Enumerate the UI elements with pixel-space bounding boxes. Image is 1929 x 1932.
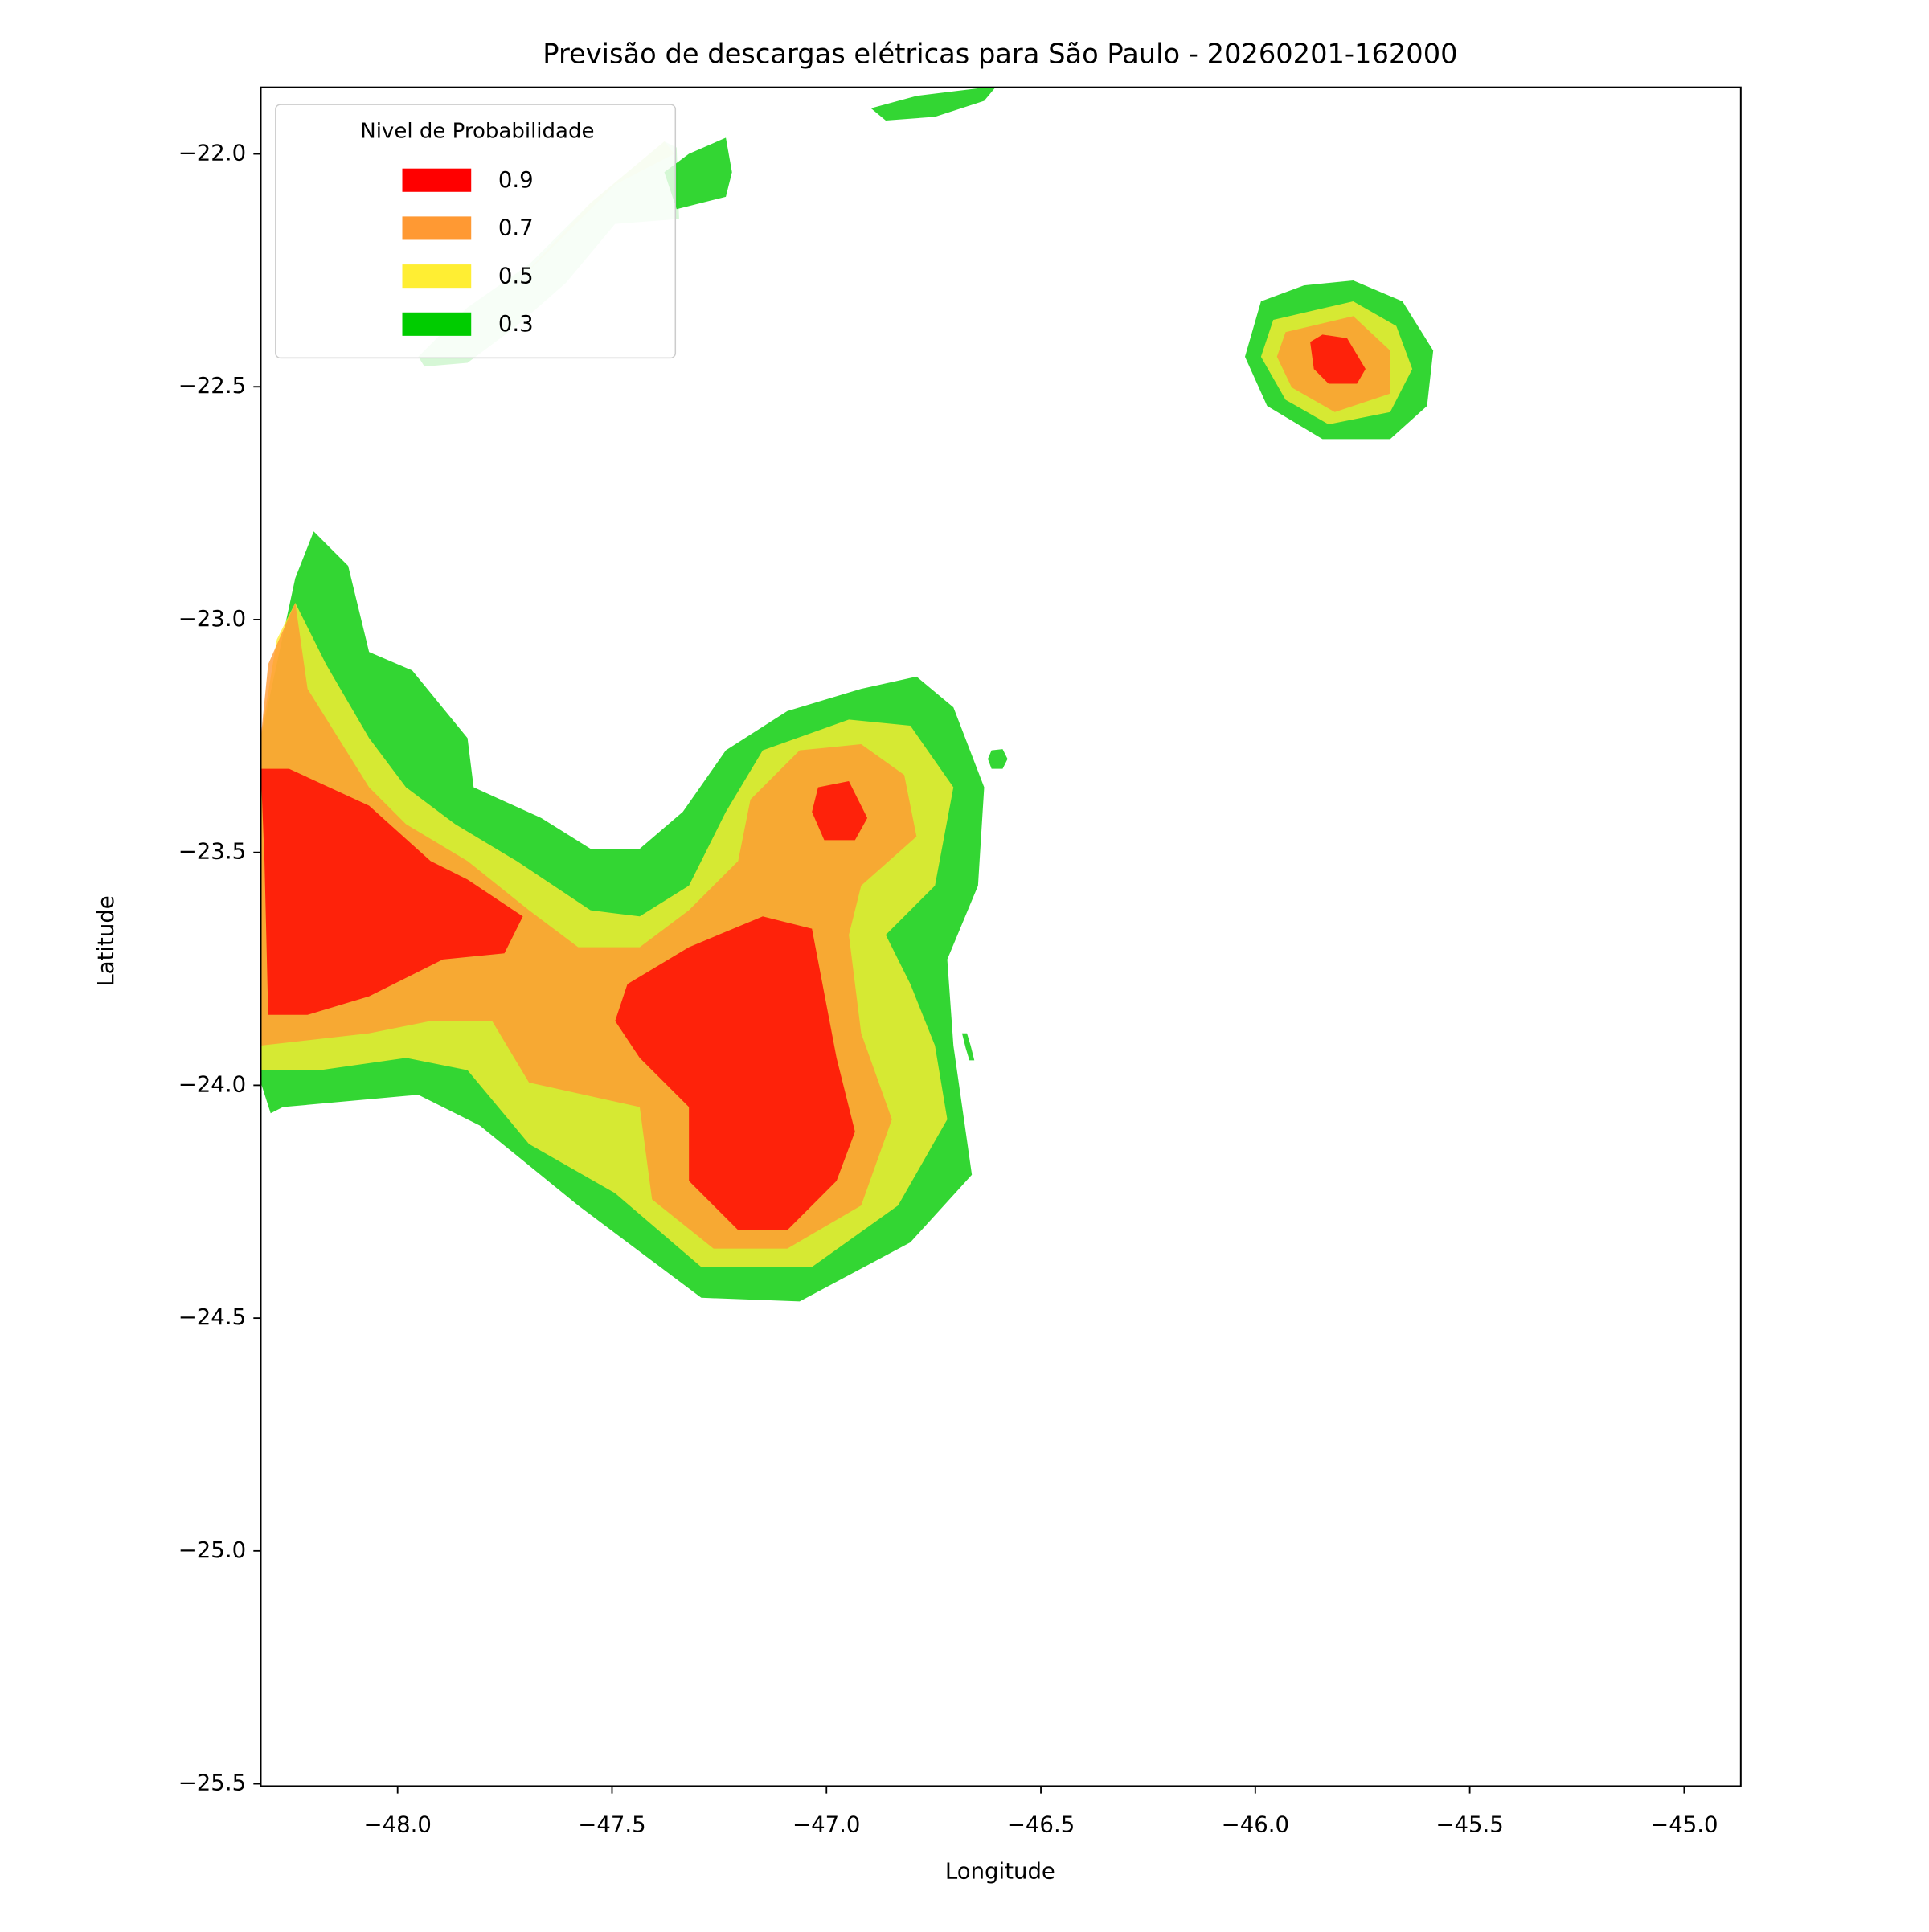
contour-fill	[870, 87, 996, 121]
legend: Nivel de Probabilidade 0.9 0.7 0.5 0.3	[275, 104, 677, 359]
legend-swatch	[402, 312, 472, 336]
y-tick-label: −23.0	[178, 606, 246, 632]
contour-fill	[1310, 334, 1366, 384]
chart-title: Previsão de descargas elétricas para São…	[543, 38, 1457, 69]
legend-label: 0.5	[498, 263, 534, 289]
legend-swatch	[402, 168, 472, 192]
y-tick-label: −24.5	[178, 1304, 246, 1330]
legend-swatch	[402, 216, 472, 240]
contour-fill	[812, 780, 868, 841]
y-tick-label: −25.5	[178, 1770, 246, 1796]
y-tick-label: −22.0	[178, 141, 246, 166]
legend-box	[275, 104, 677, 359]
y-tick-label: −25.0	[178, 1537, 246, 1563]
y-tick-label: −24.0	[178, 1071, 246, 1097]
contour-fill	[988, 749, 1008, 769]
legend-label: 0.3	[498, 311, 534, 337]
contour-fill	[615, 916, 855, 1230]
legend-label: 0.9	[498, 167, 534, 193]
x-tick-label: −46.0	[1222, 1811, 1289, 1837]
x-tick-label: −45.5	[1435, 1811, 1503, 1837]
x-tick-label: −46.5	[1007, 1811, 1075, 1837]
x-tick-label: −45.0	[1650, 1811, 1718, 1837]
plot-frame	[260, 86, 1742, 1787]
contour-fill	[664, 137, 732, 210]
x-tick-label: −47.5	[578, 1811, 645, 1837]
y-tick-label: −23.5	[178, 839, 246, 865]
contour-fill	[961, 1033, 975, 1061]
legend-label: 0.7	[498, 215, 534, 241]
y-tick-label: −22.5	[178, 373, 246, 399]
legend-title: Nivel de Probabilidade	[360, 119, 594, 143]
contour-fill	[260, 768, 523, 1015]
x-tick-label: −48.0	[363, 1811, 431, 1837]
x-tick-label: −47.0	[792, 1811, 860, 1837]
x-axis-label: Longitude	[945, 1859, 1055, 1885]
contour-area	[260, 87, 1434, 1302]
y-axis-label: Latitude	[93, 895, 119, 986]
legend-swatch	[402, 264, 472, 289]
